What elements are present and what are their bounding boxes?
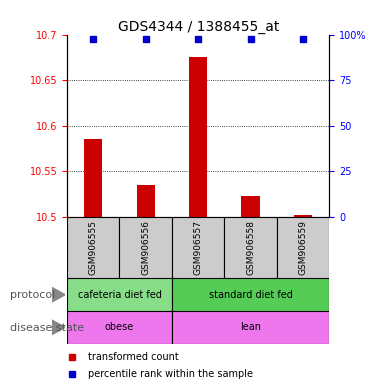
Text: obese: obese — [105, 322, 134, 333]
Text: protocol: protocol — [10, 290, 55, 300]
Title: GDS4344 / 1388455_at: GDS4344 / 1388455_at — [118, 20, 279, 33]
Text: disease state: disease state — [10, 323, 84, 333]
Text: cafeteria diet fed: cafeteria diet fed — [78, 290, 161, 300]
Bar — [172, 217, 224, 278]
Text: GSM906558: GSM906558 — [246, 220, 255, 275]
Text: standard diet fed: standard diet fed — [209, 290, 293, 300]
Bar — [67, 311, 172, 344]
Bar — [67, 217, 119, 278]
Bar — [119, 217, 172, 278]
Text: GSM906557: GSM906557 — [194, 220, 203, 275]
Bar — [242, 196, 260, 217]
Text: GSM906555: GSM906555 — [89, 220, 98, 275]
Text: lean: lean — [240, 322, 261, 333]
Polygon shape — [52, 287, 65, 302]
Text: percentile rank within the sample: percentile rank within the sample — [88, 369, 253, 379]
Polygon shape — [52, 320, 65, 335]
Text: GSM906556: GSM906556 — [141, 220, 150, 275]
Bar — [67, 278, 172, 311]
Text: transformed count: transformed count — [88, 352, 179, 362]
Bar — [294, 215, 312, 217]
Bar — [137, 185, 155, 217]
Bar — [224, 217, 277, 278]
Bar — [172, 278, 329, 311]
Bar — [172, 311, 329, 344]
Bar — [84, 139, 102, 217]
Bar — [277, 217, 329, 278]
Text: GSM906559: GSM906559 — [299, 220, 308, 275]
Bar — [189, 57, 207, 217]
